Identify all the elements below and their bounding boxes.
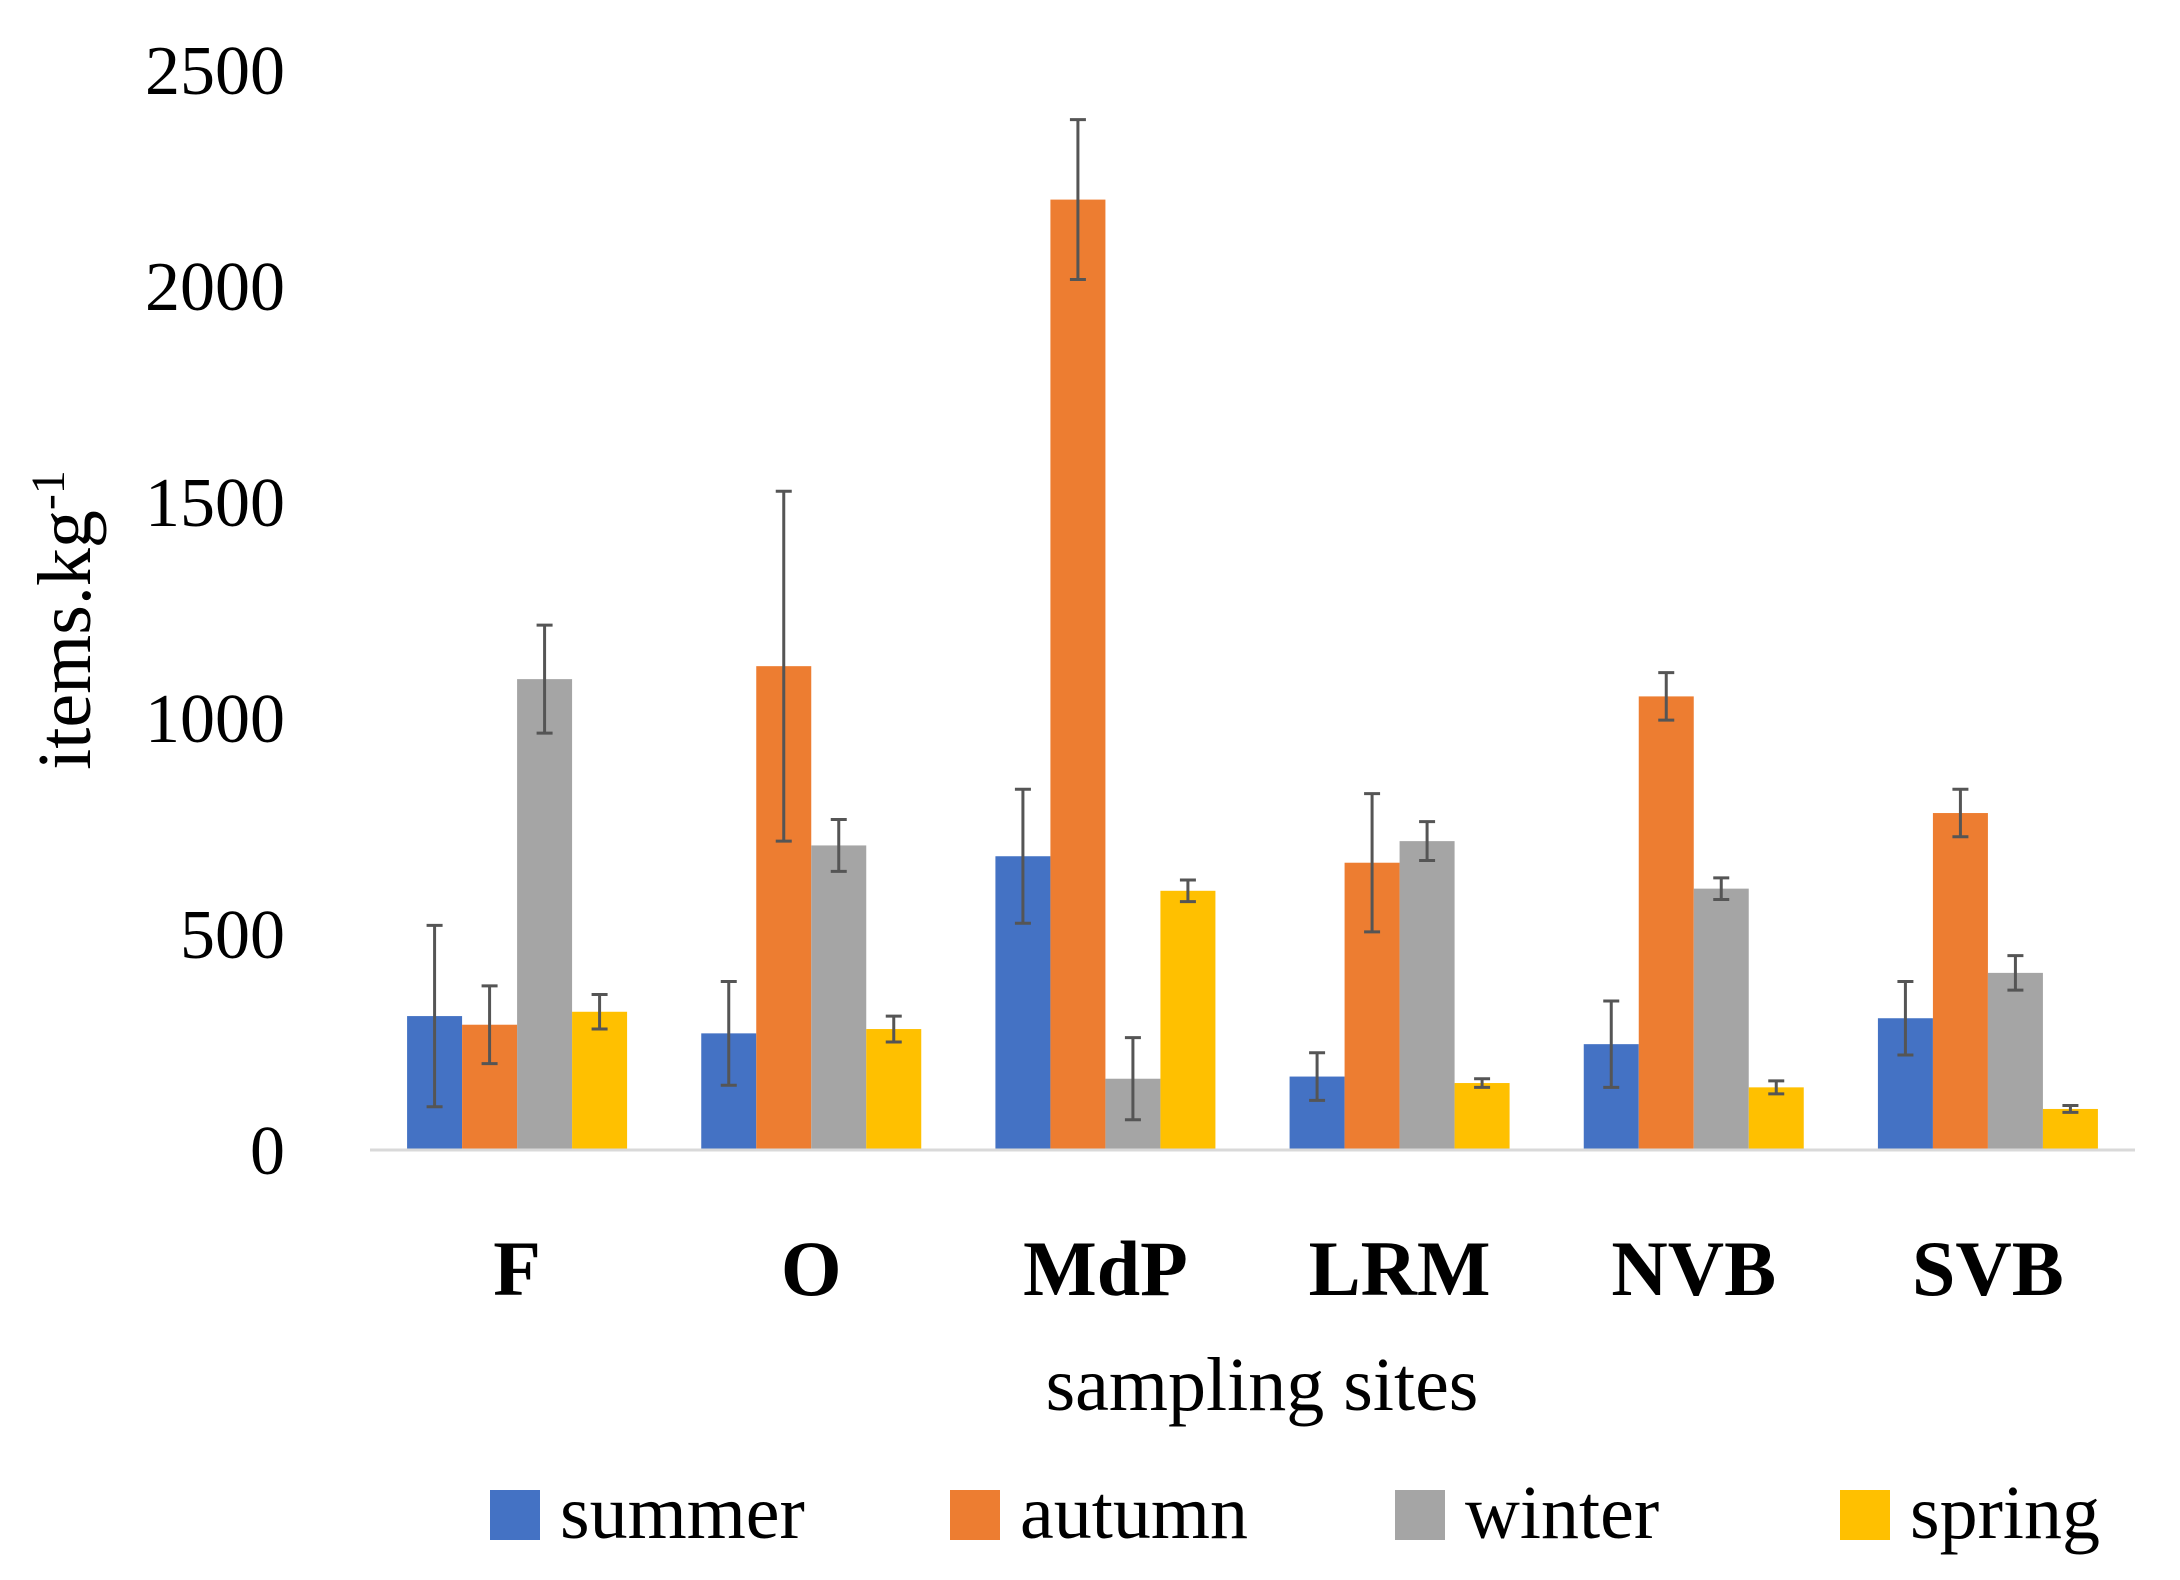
bar-winter-SVB xyxy=(1987,972,2043,1150)
legend-label-summer: summer xyxy=(560,1471,805,1555)
x-axis-labels: F O MdP LRM NVB SVB xyxy=(493,1225,2064,1312)
legend-label-autumn: autumn xyxy=(1020,1471,1248,1555)
bars xyxy=(407,199,2098,1151)
bar-autumn-MdP xyxy=(1050,199,1106,1151)
bar-autumn-NVB xyxy=(1638,696,1694,1150)
bar-spring-F xyxy=(572,1011,628,1150)
bar-winter-NVB xyxy=(1693,888,1749,1150)
bar-spring-O xyxy=(866,1029,922,1150)
x-tick-label: SVB xyxy=(1912,1225,2064,1312)
x-tick-label: MdP xyxy=(1023,1225,1188,1312)
bar-spring-MdP xyxy=(1160,890,1216,1150)
bar-spring-SVB xyxy=(2042,1108,2098,1150)
legend-label-spring: spring xyxy=(1910,1471,2100,1555)
bar-winter-F xyxy=(517,679,573,1150)
y-axis-title-text: items.kg xyxy=(23,510,107,770)
bar-autumn-SVB xyxy=(1932,813,1988,1150)
x-tick-label: NVB xyxy=(1611,1225,1776,1312)
x-tick-label: LRM xyxy=(1309,1225,1491,1312)
legend-swatch-winter xyxy=(1395,1490,1445,1540)
y-tick-label: 1000 xyxy=(145,681,285,758)
error-bars xyxy=(426,118,2079,1122)
bar-winter-LRM xyxy=(1399,841,1455,1150)
legend-swatch-spring xyxy=(1840,1490,1890,1540)
y-axis: 0 500 1000 1500 2000 2500 xyxy=(145,33,285,1190)
bar-spring-NVB xyxy=(1748,1087,1804,1150)
x-tick-label: O xyxy=(781,1225,842,1312)
legend-swatch-summer xyxy=(490,1490,540,1540)
y-tick-label: 2500 xyxy=(145,33,285,110)
legend-swatch-autumn xyxy=(950,1490,1000,1540)
legend-label-winter: winter xyxy=(1465,1471,1659,1555)
bar-winter-O xyxy=(811,845,867,1150)
bar-spring-LRM xyxy=(1454,1083,1510,1150)
x-tick-label: F xyxy=(493,1225,541,1312)
x-axis-title: sampling sites xyxy=(1046,1343,1479,1427)
y-tick-label: 1500 xyxy=(145,465,285,542)
legend: summer autumn winter spring xyxy=(490,1471,2100,1555)
y-axis-title-superscript: -1 xyxy=(22,470,75,510)
y-tick-label: 2000 xyxy=(145,249,285,326)
y-tick-label: 0 xyxy=(250,1113,285,1190)
y-tick-label: 500 xyxy=(180,897,285,974)
y-axis-title: items.kg-1 xyxy=(22,470,107,770)
